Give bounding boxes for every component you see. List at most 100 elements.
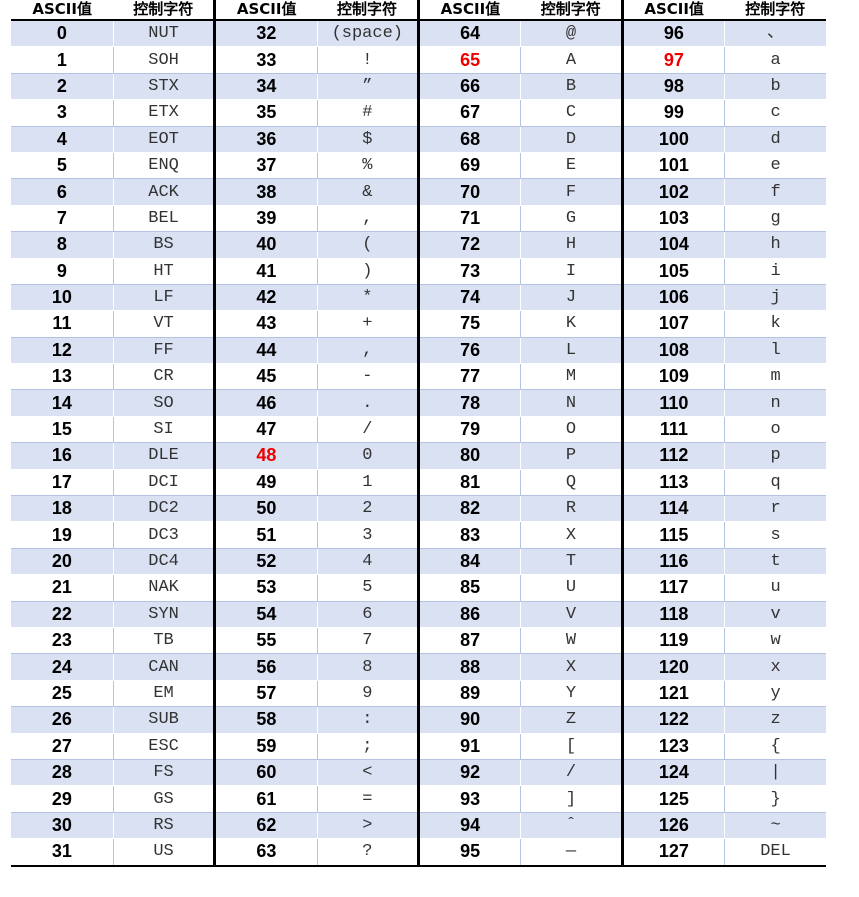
control-char-cell: BEL: [112, 205, 215, 233]
table-row: 25 EM 57 9 89 Y 121 y: [11, 680, 826, 708]
control-char-cell: SUB: [112, 706, 215, 734]
control-char-cell: I: [520, 258, 623, 285]
table-row: 28 FS 60 <92/124 |: [11, 759, 826, 787]
ascii-value-cell: 31: [11, 838, 114, 867]
ascii-value-cell: 2: [11, 73, 114, 101]
control-char-cell: o: [724, 416, 826, 444]
ascii-value-cell: 72: [416, 231, 521, 259]
ascii-value-cell: 127: [620, 838, 725, 867]
ascii-value-cell: 28: [11, 759, 114, 787]
control-char-cell: N: [520, 389, 623, 417]
control-char-cell: [: [520, 733, 623, 760]
control-char-cell: a: [724, 46, 826, 74]
ascii-value-cell: 124: [620, 759, 725, 787]
control-char-cell: i: [724, 258, 826, 285]
table-row: 0 NUT 32 (space) 64 @96、: [11, 20, 826, 48]
control-char-cell: @: [520, 20, 623, 48]
control-char-cell: EM: [112, 680, 215, 708]
control-char-cell: z: [724, 706, 826, 734]
ascii-table-container: ASCII值 控制字符 ASCII值 控制字符 ASCII值 控制字符 ASCI…: [11, 0, 826, 867]
table-row: 13 CR 45-77 M 109 m: [11, 363, 826, 391]
header-ascii-value: ASCII值: [416, 0, 521, 21]
table-row: 16 DLE 48 0 80 P 112 p: [11, 442, 826, 470]
header-control-char: 控制字符: [724, 0, 826, 21]
ascii-value-cell: 92: [416, 759, 521, 787]
ascii-value-cell: 16: [11, 442, 114, 470]
table-row: 11 VT 43 +75 K 107 k: [11, 310, 826, 338]
table-row: 24 CAN 56 8 88 X 120 x: [11, 653, 826, 681]
ascii-value-cell: 29: [11, 785, 114, 813]
table-row: 30 RS 62 >94 ˆ 126 ~: [11, 812, 826, 840]
table-row: 29 GS 61 = 93] 125}: [11, 785, 826, 813]
ascii-value-cell: 73: [416, 258, 521, 285]
control-char-cell: X: [520, 521, 623, 549]
ascii-value-cell: 30: [11, 812, 114, 840]
control-char-cell: U: [520, 574, 623, 602]
control-char-cell: NAK: [112, 574, 215, 602]
ascii-value-cell: 64: [416, 20, 521, 48]
ascii-value-cell: 81: [416, 469, 521, 497]
ascii-value-cell: 109: [620, 363, 725, 391]
ascii-value-cell: 112: [620, 442, 725, 470]
ascii-value-cell: 113: [620, 469, 725, 497]
control-char-cell: e: [724, 152, 826, 180]
ascii-value-cell: 71: [416, 205, 521, 233]
ascii-value-cell: 77: [416, 363, 521, 391]
ascii-value-cell: 46: [213, 389, 318, 417]
ascii-value-cell: 26: [11, 706, 114, 734]
table-row: 20 DC4 52 4 84 T 116 t: [11, 548, 826, 576]
control-char-cell: +: [316, 310, 419, 338]
control-char-cell: J: [520, 284, 623, 312]
ascii-value-cell: 35: [213, 99, 318, 127]
ascii-value-cell: 8: [11, 231, 114, 259]
table-row: 7 BEL 39, 71 G 103 g: [11, 205, 826, 233]
control-char-cell: $: [316, 126, 419, 153]
control-char-cell: Z: [520, 706, 623, 734]
ascii-value-cell: 90: [416, 706, 521, 734]
ascii-value-cell: 93: [416, 785, 521, 813]
ascii-value-cell: 44: [213, 337, 318, 365]
ascii-value-cell: 11: [11, 310, 114, 338]
control-char-cell: P: [520, 442, 623, 470]
ascii-value-cell: 110: [620, 389, 725, 417]
ascii-value-cell: 67: [416, 99, 521, 127]
ascii-value-cell: 86: [416, 601, 521, 628]
control-char-cell: |: [724, 759, 826, 787]
ascii-value-cell: 15: [11, 416, 114, 444]
ascii-value-cell: 114: [620, 495, 725, 523]
table-row: 10 LF 42 * 74 J 106 j: [11, 284, 826, 312]
ascii-value-cell: 18: [11, 495, 114, 523]
table-row: 2 STX 34” 66 B 98 b: [11, 73, 826, 101]
table-row: 1 SOH 33! 65 A 97 a: [11, 46, 826, 74]
control-char-cell: Q: [520, 469, 623, 497]
control-char-cell: ENQ: [112, 152, 215, 180]
control-char-cell: 3: [316, 521, 419, 549]
ascii-table-body: 0 NUT 32 (space) 64 @96、 1 SOH 33! 65 A 97 a 2 STX 34” 6…: [11, 20, 826, 867]
control-char-cell: =: [316, 785, 419, 813]
ascii-value-cell: 4: [11, 126, 114, 153]
control-char-cell: D: [520, 126, 623, 153]
header-control-char: 控制字符: [317, 0, 419, 21]
ascii-value-cell: 52: [213, 548, 318, 576]
ascii-value-cell: 89: [416, 680, 521, 708]
control-char-cell: ACK: [112, 178, 215, 206]
ascii-value-cell: 111: [620, 416, 725, 444]
ascii-value-cell: 100: [620, 126, 725, 153]
table-row: 19 DC3 51 3 83 X 115 s: [11, 521, 826, 549]
ascii-value-cell: 87: [416, 627, 521, 655]
control-char-cell: g: [724, 205, 826, 233]
table-row: 4 EOT 36 $68 D 100 d: [11, 126, 826, 153]
ascii-value-cell: 5: [11, 152, 114, 180]
control-char-cell: m: [724, 363, 826, 391]
ascii-value-cell: 50: [213, 495, 318, 523]
control-char-cell: ETX: [112, 99, 215, 127]
table-row: 8 BS 40(72 H 104 h: [11, 231, 826, 259]
control-char-cell: FS: [112, 759, 215, 787]
ascii-value-cell: 33: [213, 46, 318, 74]
ascii-value-cell: 70: [416, 178, 521, 206]
ascii-value-cell: 13: [11, 363, 114, 391]
ascii-value-cell: 85: [416, 574, 521, 602]
control-char-cell: 2: [316, 495, 419, 523]
control-char-cell: DC2: [112, 495, 215, 523]
control-char-cell: -: [316, 363, 419, 391]
